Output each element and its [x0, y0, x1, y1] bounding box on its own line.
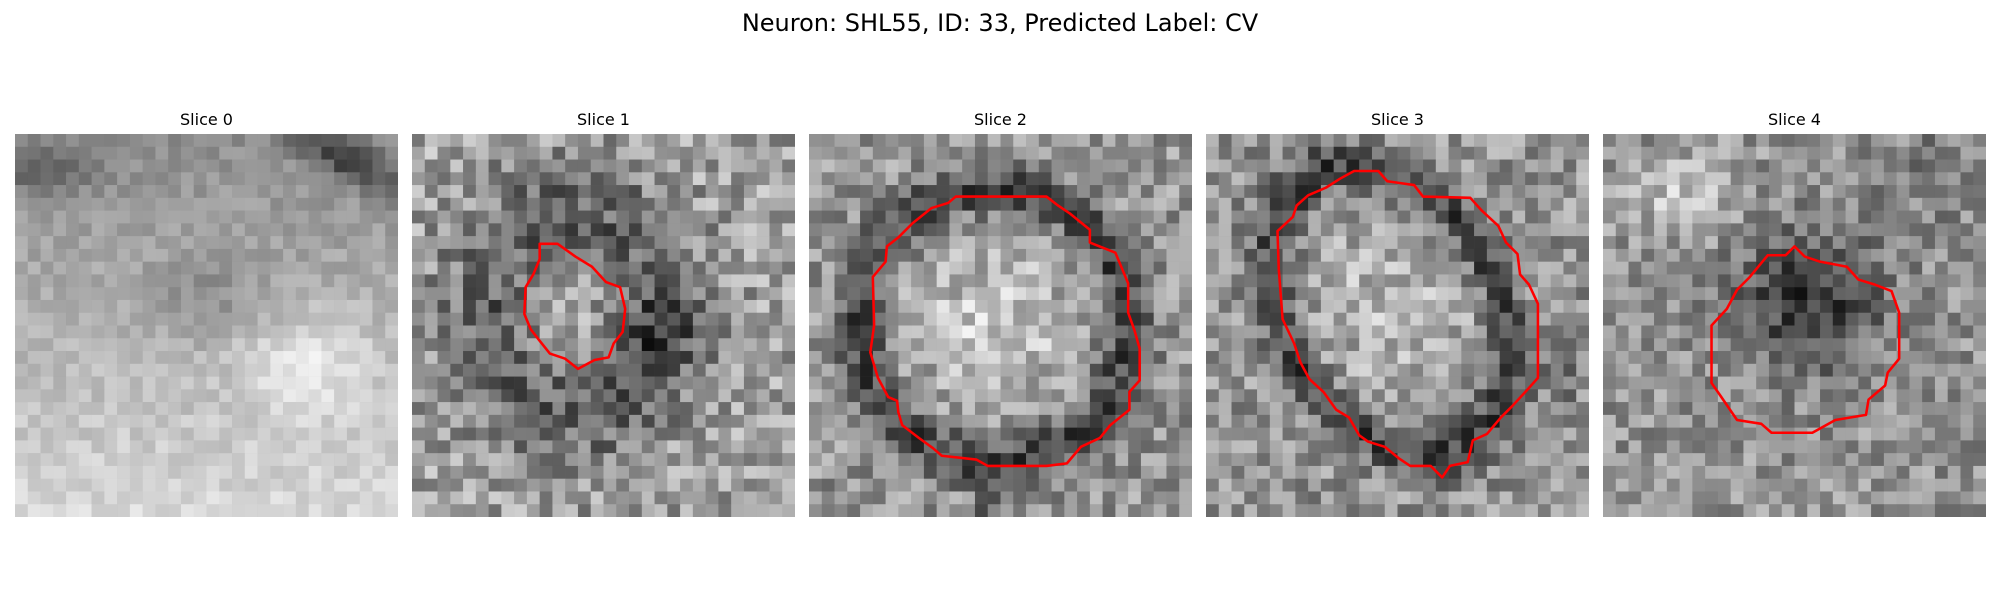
slice-title: Slice 1: [577, 110, 630, 129]
figure-title: Neuron: SHL55, ID: 33, Predicted Label: …: [741, 9, 1259, 37]
slice-image: [412, 134, 795, 517]
cell-contour: [1276, 169, 1540, 479]
slice-title: Slice 3: [1371, 110, 1424, 129]
slice-title: Slice 0: [180, 110, 233, 129]
slice-image: [1603, 134, 1986, 517]
slice-image: [809, 134, 1192, 517]
slice-image: [1206, 134, 1589, 517]
cell-contour: [523, 242, 627, 371]
slice-image: [15, 134, 398, 517]
slice-title: Slice 2: [974, 110, 1027, 129]
slice-title: Slice 4: [1768, 110, 1821, 129]
cell-contour: [1710, 245, 1901, 435]
cell-contour: [869, 195, 1141, 468]
